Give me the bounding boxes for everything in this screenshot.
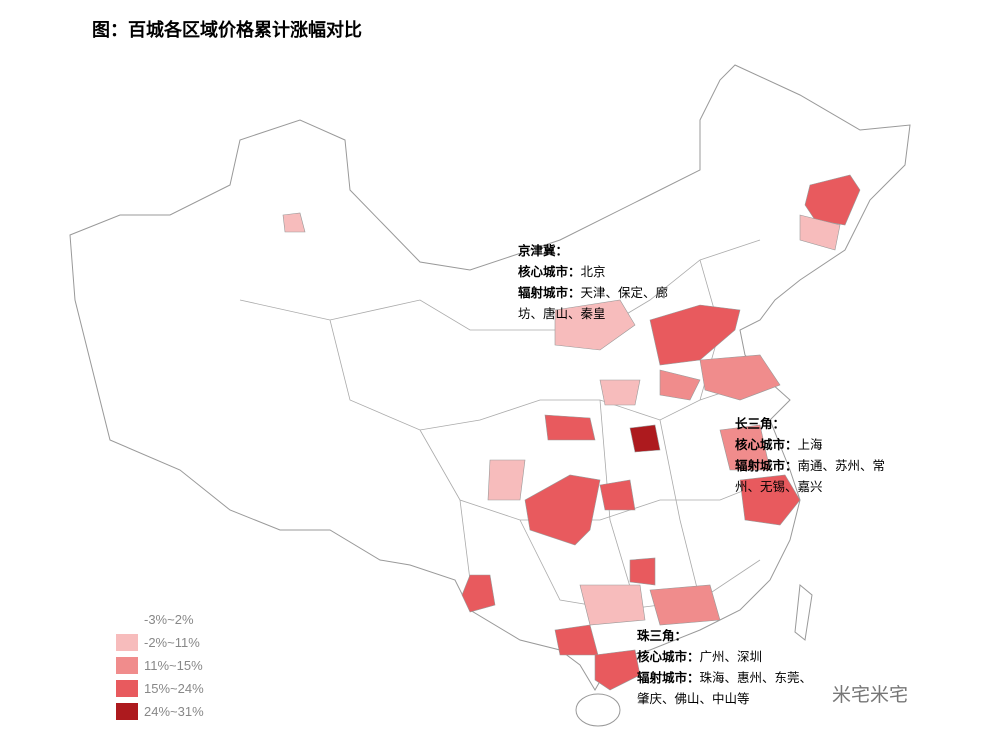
region (659, 369, 701, 401)
region (524, 474, 601, 546)
radiating-label: 辐射城市： (637, 670, 700, 685)
legend-swatch (116, 634, 138, 651)
core-label: 核心城市： (637, 649, 700, 664)
hainan (575, 693, 621, 727)
core-label: 核心城市： (518, 264, 581, 279)
region (594, 649, 641, 691)
region (282, 212, 306, 233)
region (799, 214, 841, 251)
legend-label: 24%~31% (144, 704, 204, 719)
annotation-heading: 京津冀： (518, 243, 569, 258)
region (649, 584, 721, 626)
legend-item: -2%~11% (116, 631, 204, 654)
legend-swatch (116, 657, 138, 674)
taiwan (794, 584, 813, 641)
core-cities: 广州、深圳 (699, 649, 763, 664)
country-outline (69, 64, 911, 691)
region (461, 574, 496, 613)
annotation: 珠三角： 核心城市：广州、深圳 辐射城市：珠海、惠州、东莞、肇庆、佛山、中山等 (637, 625, 822, 709)
core-cities: 上海 (797, 437, 823, 452)
legend: -3%~2% -2%~11% 11%~15% 15%~24% 24%~31% (116, 608, 204, 723)
legend-item: 24%~31% (116, 700, 204, 723)
region (804, 174, 861, 226)
annotation: 长三角： 核心城市：上海 辐射城市：南通、苏州、常州、无锡、嘉兴 (735, 413, 895, 497)
radiating-label: 辐射城市： (518, 285, 581, 300)
region (649, 304, 741, 366)
region (739, 474, 801, 526)
region (629, 424, 661, 453)
region (554, 299, 636, 351)
legend-label: -2%~11% (144, 635, 200, 650)
region (699, 354, 781, 401)
legend-label: -3%~2% (144, 612, 194, 627)
region (487, 459, 526, 501)
annotation-heading: 珠三角： (637, 628, 688, 643)
legend-item: 11%~15% (116, 654, 204, 677)
radiating-cities: 南通、苏州、常州、无锡、嘉兴 (735, 458, 886, 494)
region (629, 557, 656, 586)
legend-swatch (116, 611, 138, 628)
legend-label: 11%~15% (144, 658, 203, 673)
legend-swatch (116, 680, 138, 697)
region (579, 584, 646, 626)
region (599, 379, 641, 406)
annotation-heading: 长三角： (735, 416, 786, 431)
region (719, 424, 771, 471)
legend-label: 15%~24% (144, 681, 204, 696)
radiating-cities: 天津、保定、廊坊、唐山、秦皇 (518, 285, 669, 321)
annotation: 京津冀： 核心城市：北京 辐射城市：天津、保定、廊坊、唐山、秦皇 (518, 240, 683, 324)
legend-item: -3%~2% (116, 608, 204, 631)
core-label: 核心城市： (735, 437, 798, 452)
title: 图：百城各区域价格累计涨幅对比 (92, 20, 362, 41)
core-cities: 北京 (580, 264, 606, 279)
radiating-label: 辐射城市： (735, 458, 798, 473)
watermark: 米宅米宅 (832, 684, 909, 706)
region (599, 479, 636, 511)
legend-swatch (116, 703, 138, 720)
region (544, 414, 596, 441)
legend-item: 15%~24% (116, 677, 204, 700)
radiating-cities: 珠海、惠州、东莞、肇庆、佛山、中山等 (637, 670, 813, 706)
